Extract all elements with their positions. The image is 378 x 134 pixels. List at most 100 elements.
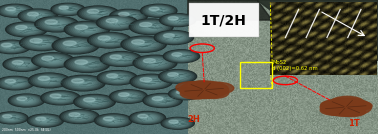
Circle shape xyxy=(0,42,26,52)
Circle shape xyxy=(77,6,119,21)
Circle shape xyxy=(25,29,28,30)
Circle shape xyxy=(25,37,58,49)
Circle shape xyxy=(21,64,24,65)
Circle shape xyxy=(5,116,18,120)
Circle shape xyxy=(12,10,18,12)
Circle shape xyxy=(1,43,12,47)
Circle shape xyxy=(39,118,51,123)
Circle shape xyxy=(118,58,124,60)
Circle shape xyxy=(6,80,25,86)
Circle shape xyxy=(150,8,168,14)
Circle shape xyxy=(165,119,190,128)
Circle shape xyxy=(338,107,366,117)
Circle shape xyxy=(33,14,43,18)
Circle shape xyxy=(166,51,197,62)
Circle shape xyxy=(115,22,119,23)
Circle shape xyxy=(51,3,85,15)
Circle shape xyxy=(36,41,47,45)
Circle shape xyxy=(9,9,21,13)
Circle shape xyxy=(154,31,194,44)
Circle shape xyxy=(125,15,132,17)
Circle shape xyxy=(153,97,172,104)
Circle shape xyxy=(73,114,86,119)
Circle shape xyxy=(42,120,48,122)
Circle shape xyxy=(170,74,186,79)
Circle shape xyxy=(86,9,110,18)
Circle shape xyxy=(100,52,142,66)
Circle shape xyxy=(135,21,168,33)
Circle shape xyxy=(102,52,140,66)
Circle shape xyxy=(109,119,118,122)
Circle shape xyxy=(81,82,85,84)
Circle shape xyxy=(38,42,45,44)
Circle shape xyxy=(9,60,36,69)
Circle shape xyxy=(156,10,162,12)
Circle shape xyxy=(180,56,183,57)
Circle shape xyxy=(77,26,96,33)
Circle shape xyxy=(165,50,198,62)
Circle shape xyxy=(68,113,91,121)
Circle shape xyxy=(14,83,17,84)
Circle shape xyxy=(70,79,96,88)
Circle shape xyxy=(121,13,136,19)
Circle shape xyxy=(44,120,47,121)
Circle shape xyxy=(0,77,33,89)
Circle shape xyxy=(110,90,147,103)
Circle shape xyxy=(13,96,40,105)
Circle shape xyxy=(158,32,190,43)
Circle shape xyxy=(7,80,23,86)
Circle shape xyxy=(37,55,69,66)
Circle shape xyxy=(132,75,170,89)
Circle shape xyxy=(44,92,77,104)
Circle shape xyxy=(167,16,188,24)
Circle shape xyxy=(10,81,20,85)
Circle shape xyxy=(83,8,114,19)
Circle shape xyxy=(69,113,80,117)
FancyBboxPatch shape xyxy=(189,3,259,37)
Circle shape xyxy=(78,116,81,117)
Circle shape xyxy=(127,96,130,97)
Circle shape xyxy=(76,81,90,86)
Circle shape xyxy=(321,100,346,109)
Circle shape xyxy=(140,58,170,68)
Circle shape xyxy=(111,90,146,103)
Circle shape xyxy=(199,88,228,98)
Circle shape xyxy=(21,28,32,31)
Circle shape xyxy=(320,105,349,115)
Circle shape xyxy=(172,18,184,22)
Circle shape xyxy=(4,79,26,87)
Text: 1T/2H: 1T/2H xyxy=(201,13,246,27)
Circle shape xyxy=(103,117,114,121)
Circle shape xyxy=(0,4,33,17)
Circle shape xyxy=(79,27,94,32)
Circle shape xyxy=(42,57,64,64)
Circle shape xyxy=(74,25,100,34)
Circle shape xyxy=(65,8,71,10)
Circle shape xyxy=(147,25,155,28)
Circle shape xyxy=(104,38,115,42)
Circle shape xyxy=(168,51,195,61)
Circle shape xyxy=(0,112,28,124)
Circle shape xyxy=(165,72,190,81)
Circle shape xyxy=(108,20,126,26)
Circle shape xyxy=(163,34,175,38)
Circle shape xyxy=(72,79,94,87)
Circle shape xyxy=(38,118,53,123)
Circle shape xyxy=(54,38,97,53)
Circle shape xyxy=(77,61,96,68)
Circle shape xyxy=(99,36,121,44)
Circle shape xyxy=(168,120,187,127)
Circle shape xyxy=(22,99,31,102)
Circle shape xyxy=(52,95,69,101)
Circle shape xyxy=(175,54,187,58)
Circle shape xyxy=(51,60,55,61)
Circle shape xyxy=(159,99,166,102)
Circle shape xyxy=(138,42,149,46)
Circle shape xyxy=(119,58,123,60)
Circle shape xyxy=(8,8,23,13)
Circle shape xyxy=(23,11,53,21)
Circle shape xyxy=(85,64,89,65)
Circle shape xyxy=(30,115,60,126)
Circle shape xyxy=(72,24,102,35)
Circle shape xyxy=(168,73,187,80)
